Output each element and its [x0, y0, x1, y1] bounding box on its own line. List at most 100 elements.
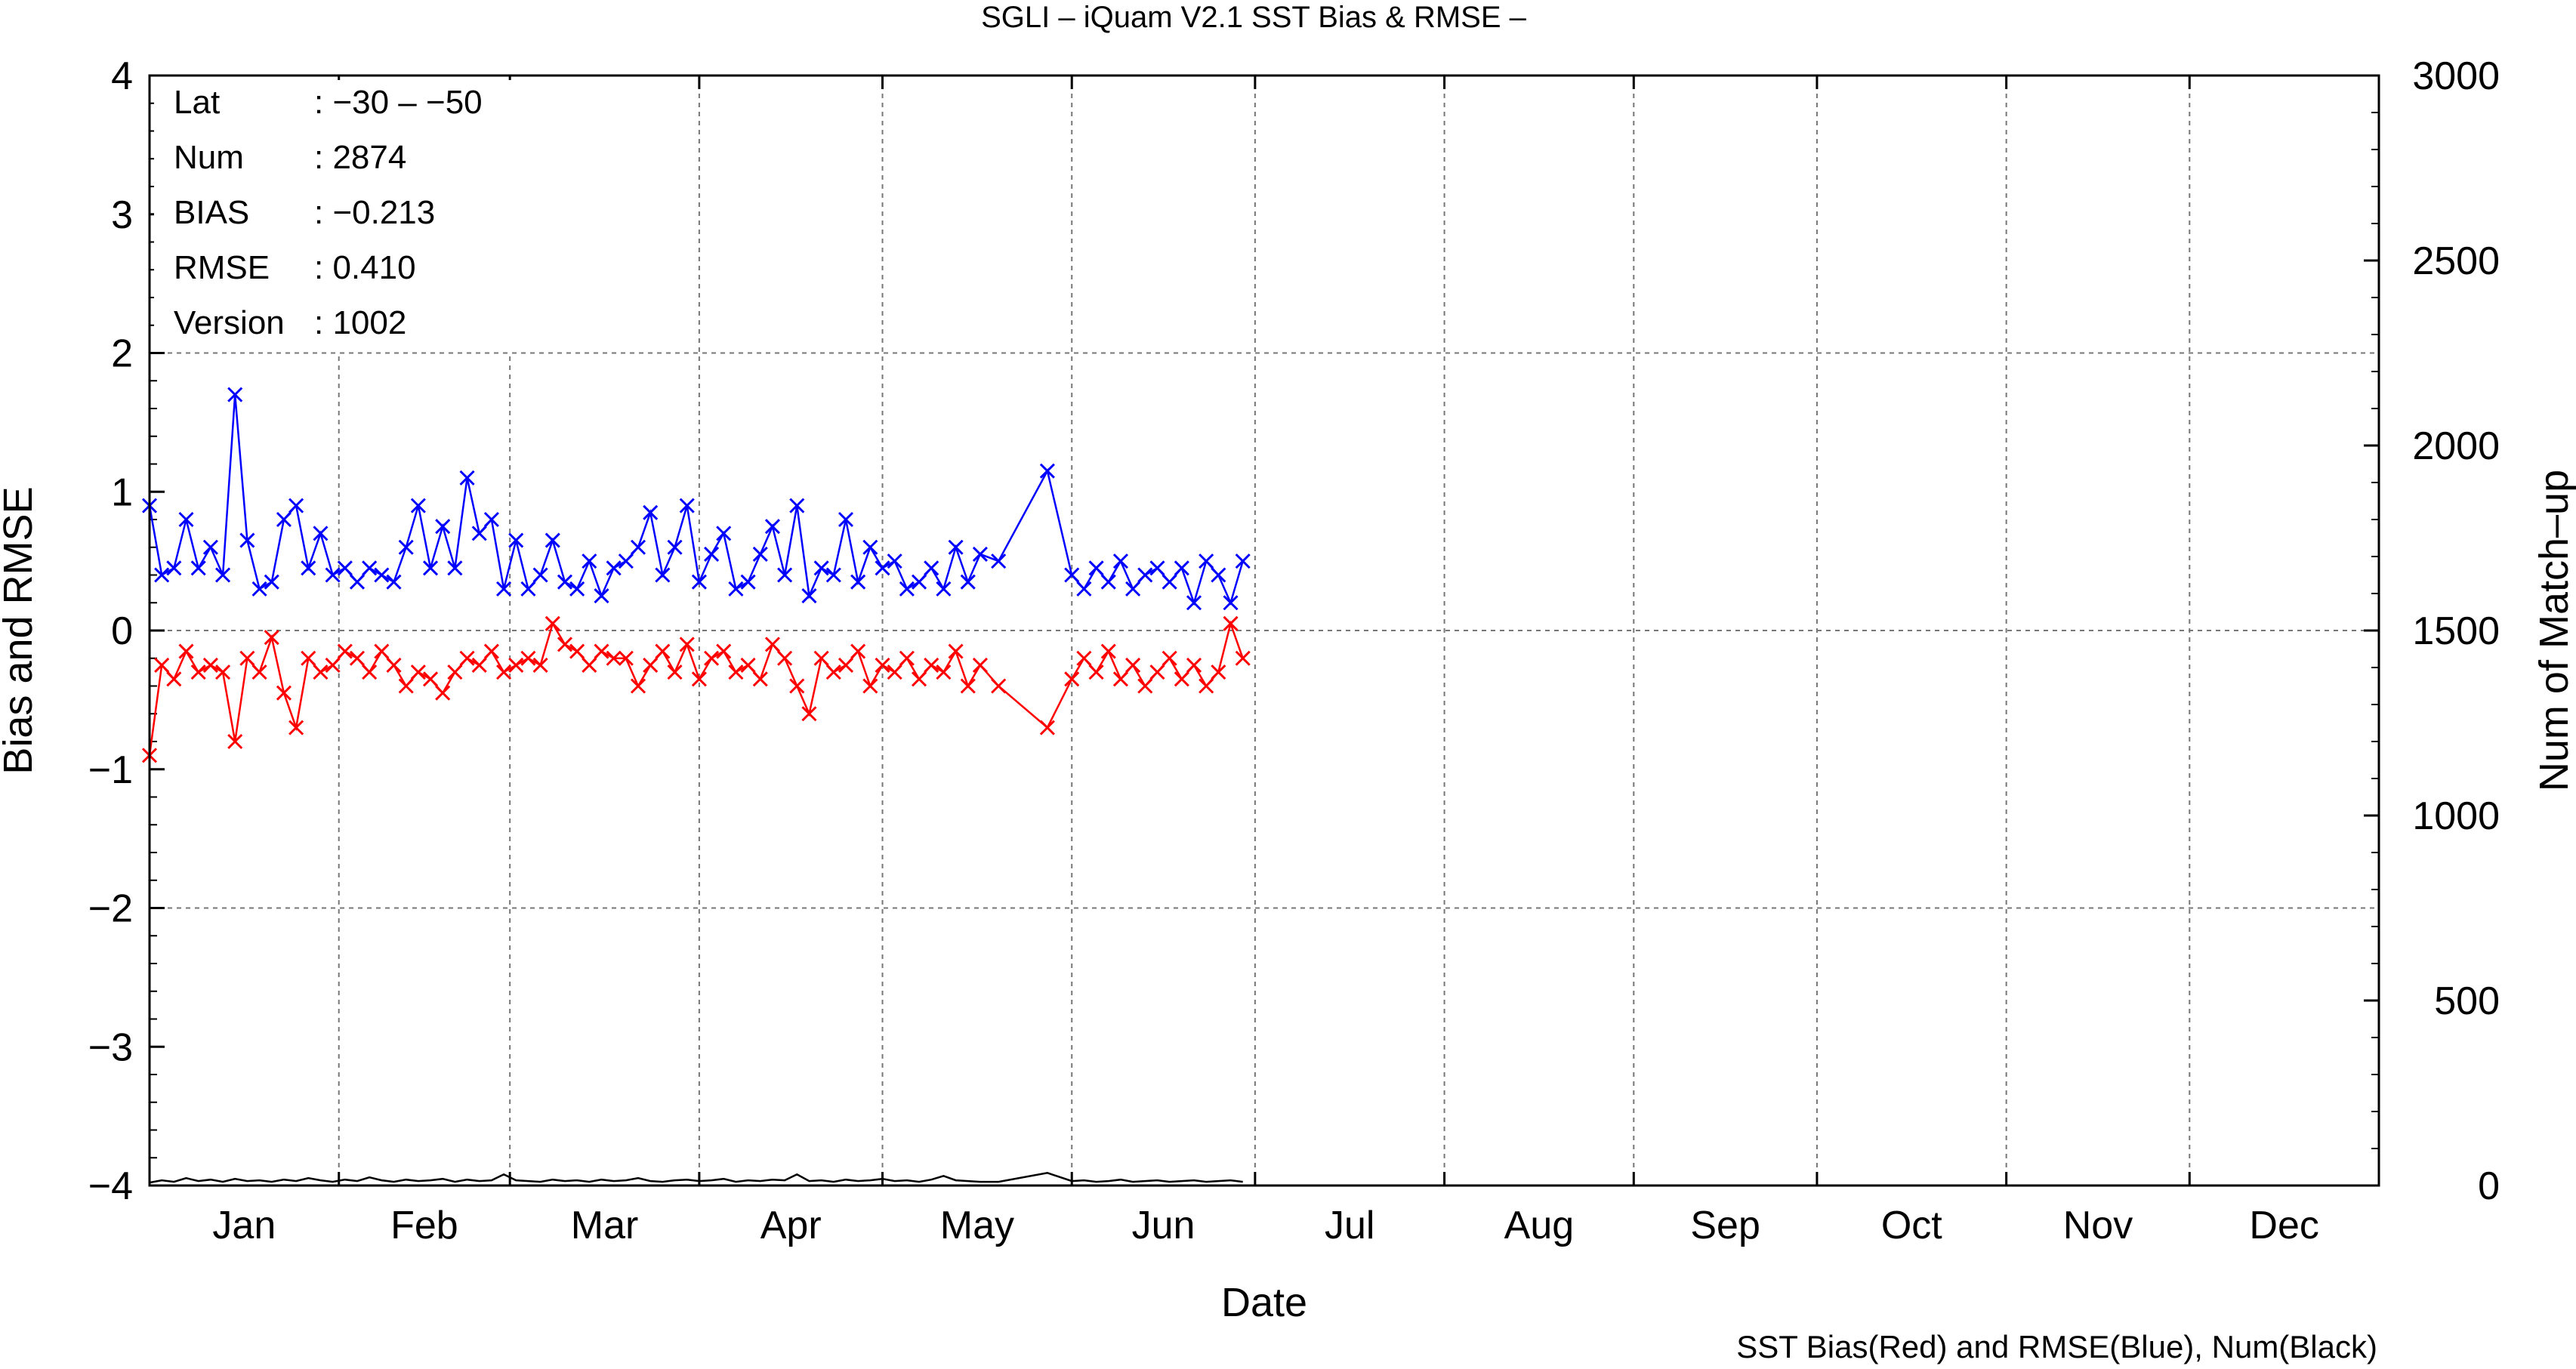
- marker-stroke: [251, 664, 267, 680]
- rmse-point: [227, 387, 243, 402]
- marker-stroke: [813, 650, 829, 666]
- bias-point: [435, 685, 451, 701]
- y2-tick-label: 500: [2434, 979, 2500, 1023]
- marker-stroke: [227, 387, 243, 402]
- rmse-point: [313, 526, 329, 541]
- rmse-point: [214, 567, 231, 583]
- rmse-point: [264, 574, 279, 590]
- bias-point: [1088, 664, 1104, 680]
- bias-point: [410, 664, 426, 680]
- marker-stroke: [1112, 553, 1129, 569]
- bias-point: [740, 657, 756, 673]
- rmse-point: [362, 560, 378, 576]
- rmse-point: [1174, 560, 1189, 576]
- rmse-point: [398, 539, 414, 555]
- marker-stroke: [801, 588, 817, 604]
- marker-stroke: [532, 567, 548, 583]
- bias-point: [899, 650, 915, 666]
- bias-point: [582, 657, 597, 673]
- rmse-point: [960, 574, 976, 590]
- marker-stroke: [325, 567, 341, 583]
- marker-stroke: [154, 567, 170, 583]
- marker-stroke: [1162, 574, 1177, 590]
- marker-stroke: [667, 539, 683, 555]
- marker-stroke: [569, 581, 585, 597]
- bias-point: [545, 615, 560, 631]
- rmse-point: [679, 498, 695, 513]
- marker-stroke: [691, 671, 707, 687]
- marker-stroke: [924, 560, 939, 576]
- marker-stroke: [362, 664, 378, 680]
- rmse-point: [1149, 560, 1165, 576]
- marker-stroke: [313, 526, 329, 541]
- chart-title: SGLI – iQuam V2.1 SST Bias & RMSE –: [981, 1, 1527, 34]
- bias-point: [1076, 650, 1092, 666]
- marker-stroke: [850, 574, 866, 590]
- marker-stroke: [483, 643, 499, 659]
- rmse-point: [1112, 553, 1129, 569]
- bias-point: [1137, 678, 1153, 694]
- x-tick-label: Aug: [1504, 1204, 1575, 1247]
- rmse-point: [752, 546, 768, 562]
- marker-stroke: [1174, 671, 1189, 687]
- marker-stroke: [936, 581, 952, 597]
- rmse-point: [789, 498, 805, 513]
- rmse-point: [178, 511, 194, 528]
- bias-point: [1039, 720, 1055, 735]
- y2-tick-label: 1000: [2412, 794, 2500, 838]
- bias-point: [960, 678, 976, 694]
- bias-point: [202, 657, 218, 673]
- bias-point: [813, 650, 829, 666]
- bias-point: [643, 657, 659, 673]
- rmse-point: [166, 560, 182, 576]
- rmse-point: [972, 546, 988, 562]
- marker-stroke: [349, 650, 366, 666]
- rmse-point: [1137, 567, 1153, 583]
- marker-stroke: [557, 637, 573, 652]
- marker-stroke: [801, 706, 817, 722]
- marker-stroke: [520, 581, 536, 597]
- bias-point: [508, 657, 524, 673]
- marker-stroke: [643, 657, 659, 673]
- marker-stroke: [991, 553, 1007, 569]
- rmse-point: [1125, 581, 1141, 597]
- marker-stroke: [594, 643, 609, 659]
- rmse-point: [386, 574, 402, 590]
- marker-stroke: [606, 650, 622, 666]
- x-tick-label: Dec: [2249, 1204, 2318, 1247]
- marker-stroke: [520, 650, 536, 666]
- marker-stroke: [752, 546, 768, 562]
- marker-stroke: [838, 657, 854, 673]
- marker-stroke: [545, 615, 560, 631]
- marker-stroke: [777, 650, 793, 666]
- marker-stroke: [862, 539, 878, 555]
- rmse-point: [288, 498, 304, 513]
- marker-stroke: [655, 567, 671, 583]
- bias-point: [214, 664, 231, 680]
- y2-tick-label: 3000: [2412, 54, 2500, 98]
- marker-stroke: [190, 560, 206, 576]
- marker-stroke: [508, 532, 524, 548]
- y-tick-label: −1: [88, 748, 133, 792]
- info-value: : −30 – −50: [314, 84, 483, 121]
- marker-stroke: [1223, 615, 1239, 631]
- x-tick-label: Feb: [390, 1204, 458, 1247]
- marker-stroke: [569, 643, 585, 659]
- marker-stroke: [825, 664, 841, 680]
- rmse-point: [740, 574, 756, 590]
- bias-point: [337, 643, 353, 659]
- rmse-point: [899, 581, 915, 597]
- marker-stroke: [276, 511, 292, 528]
- bias-point: [655, 643, 671, 659]
- marker-stroke: [1076, 581, 1092, 597]
- marker-stroke: [386, 657, 402, 673]
- grid: [150, 76, 2379, 1186]
- rmse-point: [337, 560, 353, 576]
- bias-point: [728, 664, 744, 680]
- marker-stroke: [1064, 567, 1080, 583]
- bias-point: [301, 650, 316, 666]
- rmse-point: [777, 567, 793, 583]
- bias-point: [422, 671, 439, 687]
- rmse-point: [1039, 463, 1055, 479]
- bias-point: [972, 657, 988, 673]
